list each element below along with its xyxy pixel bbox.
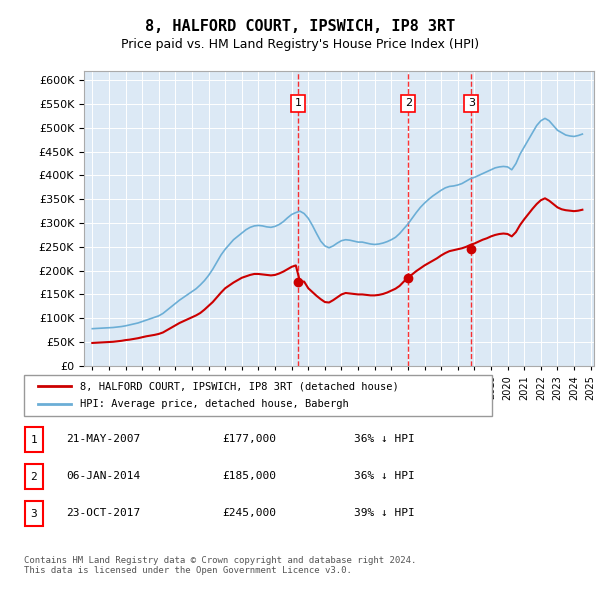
Text: 2: 2: [31, 471, 37, 481]
Text: 21-MAY-2007: 21-MAY-2007: [66, 434, 140, 444]
Text: £245,000: £245,000: [222, 508, 276, 518]
FancyBboxPatch shape: [25, 502, 43, 526]
FancyBboxPatch shape: [24, 375, 492, 416]
FancyBboxPatch shape: [25, 464, 43, 489]
Text: HPI: Average price, detached house, Babergh: HPI: Average price, detached house, Babe…: [80, 399, 349, 409]
Text: 36% ↓ HPI: 36% ↓ HPI: [354, 471, 415, 481]
Text: 23-OCT-2017: 23-OCT-2017: [66, 508, 140, 518]
Text: £177,000: £177,000: [222, 434, 276, 444]
Text: 06-JAN-2014: 06-JAN-2014: [66, 471, 140, 481]
Text: 8, HALFORD COURT, IPSWICH, IP8 3RT: 8, HALFORD COURT, IPSWICH, IP8 3RT: [145, 19, 455, 34]
Text: Contains HM Land Registry data © Crown copyright and database right 2024.
This d: Contains HM Land Registry data © Crown c…: [24, 556, 416, 575]
Text: £185,000: £185,000: [222, 471, 276, 481]
Text: 8, HALFORD COURT, IPSWICH, IP8 3RT (detached house): 8, HALFORD COURT, IPSWICH, IP8 3RT (deta…: [80, 381, 399, 391]
Text: 3: 3: [31, 509, 37, 519]
Text: 36% ↓ HPI: 36% ↓ HPI: [354, 434, 415, 444]
Text: 39% ↓ HPI: 39% ↓ HPI: [354, 508, 415, 518]
Text: Price paid vs. HM Land Registry's House Price Index (HPI): Price paid vs. HM Land Registry's House …: [121, 38, 479, 51]
Text: 1: 1: [295, 99, 301, 108]
Text: 1: 1: [31, 434, 37, 444]
Text: 3: 3: [468, 99, 475, 108]
Text: 2: 2: [405, 99, 412, 108]
FancyBboxPatch shape: [25, 427, 43, 452]
